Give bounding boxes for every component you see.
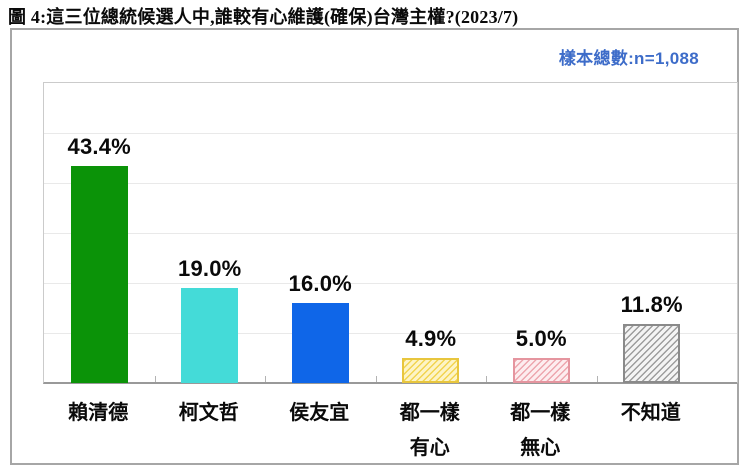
axis-tick xyxy=(375,376,377,382)
category-label-2: 柯文哲 xyxy=(178,402,239,424)
axis-tick xyxy=(486,376,487,382)
value-label-1: 43.4% xyxy=(67,134,131,159)
plot-area: 43.4% 19.0% 16.0% 4.9% 5.0% 11.8% xyxy=(43,82,738,384)
value-label-6: 11.8% xyxy=(620,292,683,317)
value-label-3: 16.0% xyxy=(288,271,352,296)
chart-title: 圖 4:這三位總統候選人中,誰較有心維護(確保)台灣主權?(2023/7) xyxy=(8,7,519,27)
chart-card: 樣本總數:n=1,088 43.4% 19.0% 16.0% 4.9% 5.0% 11.8… xyxy=(10,28,739,465)
category-label-3: 侯友宜 xyxy=(289,402,350,424)
gridline-30pct xyxy=(44,233,737,234)
axis-tick xyxy=(596,376,598,382)
category-label-1: 賴清德 xyxy=(68,402,129,424)
bar-5 xyxy=(512,358,570,383)
gridline-40pct xyxy=(44,183,737,184)
bar-4 xyxy=(402,358,460,383)
gridline-20pct xyxy=(44,283,737,284)
value-label-2: 19.0% xyxy=(178,256,242,281)
value-label-5: 5.0% xyxy=(515,326,567,351)
sample-size-note: 樣本總數:n=1,088 xyxy=(558,49,699,68)
category-label-4: 都一樣 有心 xyxy=(399,402,460,459)
gridline-10pct xyxy=(44,333,737,334)
axis-tick xyxy=(265,376,266,382)
category-label-6: 不知道 xyxy=(620,402,681,424)
category-label-5: 都一樣 無心 xyxy=(510,402,571,459)
bar-1 xyxy=(70,166,128,383)
bar-2 xyxy=(181,288,239,383)
gridline-50pct xyxy=(44,133,737,134)
bar-6 xyxy=(623,324,681,383)
value-label-4: 4.9% xyxy=(405,326,457,351)
bar-3 xyxy=(291,303,349,383)
axis-tick xyxy=(154,376,156,382)
